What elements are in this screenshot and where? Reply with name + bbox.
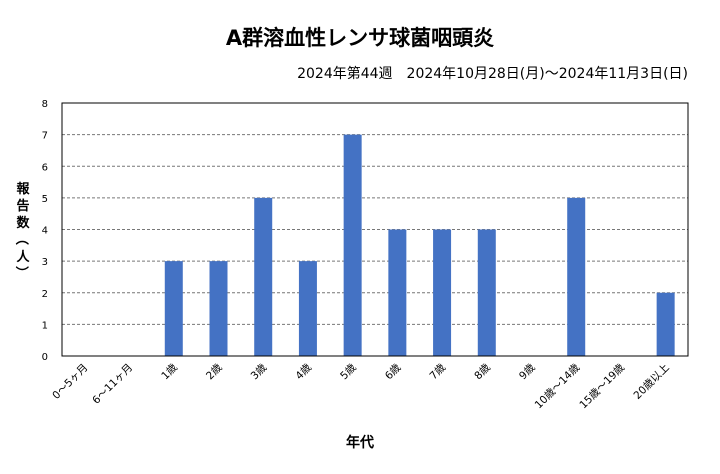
bar bbox=[477, 229, 496, 356]
bar bbox=[433, 229, 452, 356]
x-tick-label: 15歳～19歳 bbox=[577, 361, 627, 411]
y-tick-label: 4 bbox=[42, 226, 48, 237]
x-tick-labels: 0～5ヶ月 6～11ヶ月 1歳 2歳 3歳 4歳 5歳 6歳 7歳 8歳 9歳10歳～14歳15歳～… bbox=[50, 361, 672, 411]
y-tick-label: 7 bbox=[42, 131, 48, 142]
bar bbox=[298, 261, 317, 356]
x-tick-label: 3歳 bbox=[249, 361, 270, 382]
y-axis-label-char: 告 bbox=[16, 199, 30, 214]
x-tick-label: 1歳 bbox=[159, 361, 180, 382]
bar bbox=[656, 292, 675, 356]
bar bbox=[209, 261, 228, 356]
bar bbox=[388, 229, 407, 356]
y-tick-label: 3 bbox=[42, 257, 48, 268]
bar bbox=[567, 197, 586, 356]
bar bbox=[254, 197, 273, 356]
x-axis-label: 年代 bbox=[346, 435, 374, 451]
x-tick-label: 0～5ヶ月 bbox=[50, 362, 90, 402]
y-axis-label-char: 人 bbox=[16, 250, 30, 265]
x-tick-label: 6歳 bbox=[383, 361, 404, 382]
y-axis-label-char: 報 bbox=[16, 182, 30, 197]
chart-title: A群溶血性レンサ球菌咽頭炎 bbox=[225, 26, 495, 50]
chart-subtitle: 2024年第44週 2024年10月28日(月)～2024年11月3日(日) bbox=[297, 66, 688, 82]
y-axis-label-char: ） bbox=[13, 265, 29, 279]
x-tick-label: 10歳～14歳 bbox=[533, 361, 583, 411]
x-tick-label: 7歳 bbox=[428, 361, 449, 382]
plot-frame bbox=[61, 102, 689, 357]
x-tick-label: 9歳 bbox=[517, 361, 538, 382]
grid-lines bbox=[62, 134, 688, 325]
y-tick-label: 6 bbox=[42, 162, 48, 173]
x-tick-label: 5歳 bbox=[338, 361, 359, 382]
y-tick-label: 1 bbox=[42, 320, 48, 331]
x-tick-label: 2歳 bbox=[204, 361, 225, 382]
y-tick-label: 8 bbox=[42, 99, 48, 110]
y-tick-label: 0 bbox=[42, 352, 48, 363]
y-axis-label-char: 数 bbox=[16, 216, 30, 231]
x-tick-label: 4歳 bbox=[293, 361, 314, 382]
y-axis-label-char: （ bbox=[13, 231, 29, 245]
y-tick-labels: 0 1 2 3 4 5 6 7 8 bbox=[42, 99, 48, 363]
bar bbox=[164, 261, 183, 356]
x-tick-label: 20歳以上 bbox=[632, 362, 672, 402]
bars bbox=[164, 134, 675, 356]
x-tick-label: 8歳 bbox=[472, 361, 493, 382]
x-tick-label: 6～11ヶ月 bbox=[90, 362, 135, 407]
y-tick-label: 2 bbox=[42, 289, 48, 300]
bar bbox=[343, 134, 362, 356]
y-tick-label: 5 bbox=[42, 194, 48, 205]
